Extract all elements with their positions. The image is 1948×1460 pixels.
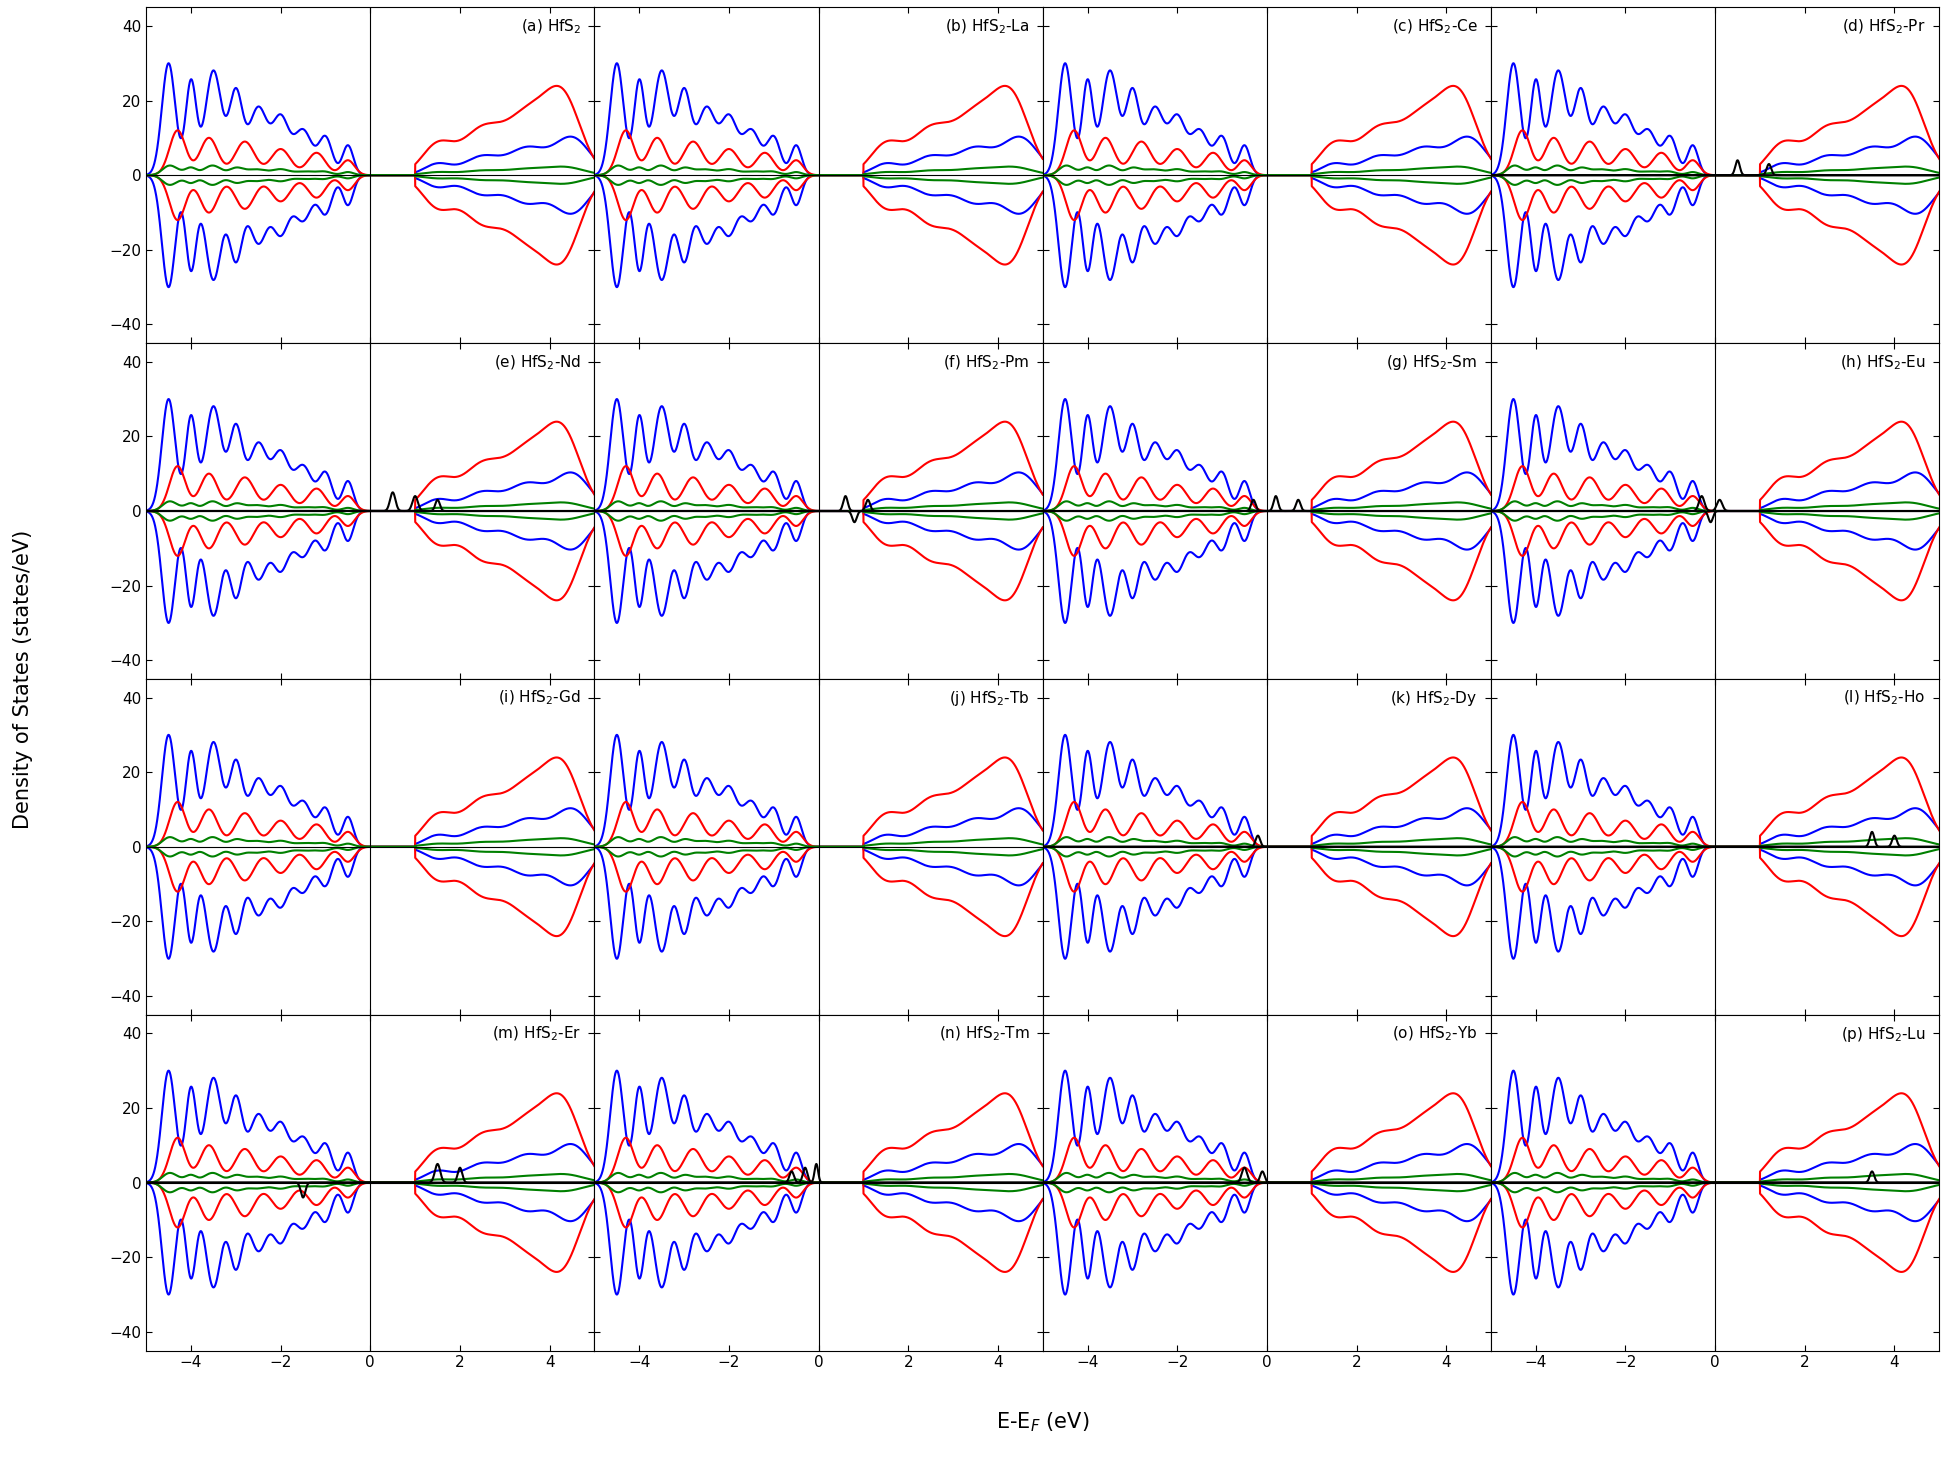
Text: (a) HfS$_2$: (a) HfS$_2$	[520, 18, 581, 36]
Text: (l) HfS$_2$-Ho: (l) HfS$_2$-Ho	[1843, 689, 1925, 708]
Text: (b) HfS$_2$-La: (b) HfS$_2$-La	[945, 18, 1029, 36]
Text: (n) HfS$_2$-Tm: (n) HfS$_2$-Tm	[939, 1025, 1029, 1044]
Text: (o) HfS$_2$-Yb: (o) HfS$_2$-Yb	[1391, 1025, 1477, 1044]
Text: Density of States (states/eV): Density of States (states/eV)	[14, 530, 33, 828]
Text: E-E$_F$ (eV): E-E$_F$ (eV)	[995, 1410, 1089, 1434]
Text: (h) HfS$_2$-Eu: (h) HfS$_2$-Eu	[1839, 353, 1925, 372]
Text: (i) HfS$_2$-Gd: (i) HfS$_2$-Gd	[499, 689, 581, 708]
Text: (c) HfS$_2$-Ce: (c) HfS$_2$-Ce	[1391, 18, 1477, 36]
Text: (k) HfS$_2$-Dy: (k) HfS$_2$-Dy	[1389, 689, 1477, 708]
Text: (f) HfS$_2$-Pm: (f) HfS$_2$-Pm	[943, 353, 1029, 372]
Text: (e) HfS$_2$-Nd: (e) HfS$_2$-Nd	[493, 353, 581, 372]
Text: (j) HfS$_2$-Tb: (j) HfS$_2$-Tb	[949, 689, 1029, 708]
Text: (p) HfS$_2$-Lu: (p) HfS$_2$-Lu	[1841, 1025, 1925, 1044]
Text: (g) HfS$_2$-Sm: (g) HfS$_2$-Sm	[1385, 353, 1477, 372]
Text: (d) HfS$_2$-Pr: (d) HfS$_2$-Pr	[1841, 18, 1925, 36]
Text: (m) HfS$_2$-Er: (m) HfS$_2$-Er	[491, 1025, 581, 1044]
